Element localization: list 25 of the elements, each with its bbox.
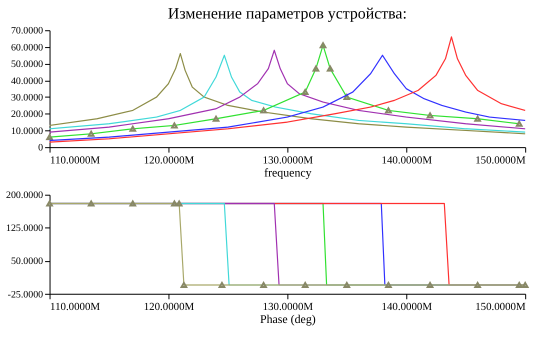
y-tick-label: 200.0000	[6, 190, 44, 202]
y-tick-label: 30.0000	[10, 92, 44, 104]
x-tick-label: 150.0000M	[475, 154, 526, 167]
x-tick-label: 130.0000M	[262, 301, 314, 314]
x-axis-title: frequency	[264, 165, 312, 180]
x-tick-label: 130.0000M	[262, 154, 314, 167]
x-axis-title: Phase (deg)	[260, 312, 316, 326]
x-tick-label: 110.0000M	[50, 301, 100, 314]
y-tick-label: -25.0000	[8, 289, 44, 300]
x-tick-label: 140.0000M	[382, 301, 432, 314]
y-tick-label: 40.0000	[10, 76, 44, 87]
y-tick-label: 50.0000	[10, 256, 44, 268]
y-tick-label: 10.0000	[10, 126, 44, 137]
x-tick-label: 120.0000M	[144, 154, 194, 167]
chart-title: Изменение параметров устройства:	[168, 5, 407, 22]
y-tick-label: 20.0000	[10, 109, 44, 120]
x-tick-label: 140.0000M	[382, 154, 432, 167]
y-tick-label: 50.0000	[10, 59, 44, 70]
x-tick-label: 150.0000M	[475, 301, 526, 314]
y-tick-label: 125.0000	[6, 223, 44, 234]
y-tick-label: 60.0000	[10, 42, 44, 54]
x-tick-label: 110.0000M	[50, 154, 100, 167]
x-tick-label: 120.0000M	[144, 301, 194, 314]
y-tick-label: 70.0000	[10, 26, 44, 37]
y-tick-label: 0	[38, 142, 44, 154]
